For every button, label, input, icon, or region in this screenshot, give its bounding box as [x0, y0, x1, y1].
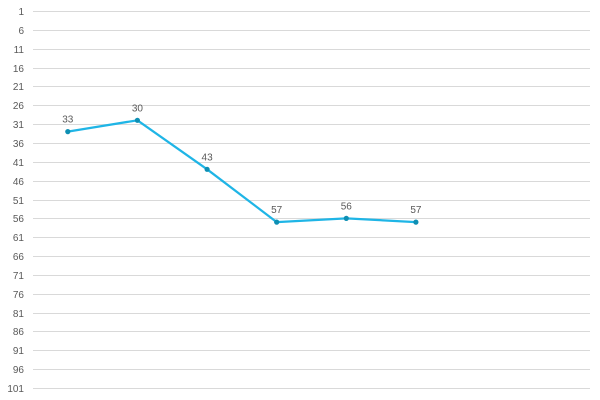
y-tick-label: 26 — [13, 101, 25, 112]
y-tick-label: 31 — [13, 120, 25, 131]
series-line — [66, 119, 418, 224]
y-tick-label: 46 — [13, 177, 25, 188]
data-point — [65, 129, 71, 135]
y-tick-label: 1 — [18, 7, 24, 18]
y-axis-tick-labels: 1611162126313641465156616671768186919610… — [7, 7, 24, 395]
y-tick-label: 96 — [13, 365, 25, 376]
series-group — [65, 117, 419, 225]
gridlines — [33, 11, 590, 389]
data-point — [413, 219, 419, 225]
y-tick-label: 36 — [13, 139, 25, 150]
y-tick-label: 51 — [13, 196, 25, 207]
data-label: 56 — [341, 201, 353, 212]
data-point — [204, 166, 210, 172]
y-tick-label: 6 — [18, 26, 24, 37]
data-label: 57 — [410, 205, 422, 216]
data-label: 57 — [271, 205, 283, 216]
y-tick-label: 11 — [14, 45, 25, 56]
data-labels: 33 30 43 57 56 57 — [62, 103, 422, 216]
data-label: 43 — [202, 152, 214, 163]
data-label: 33 — [62, 115, 74, 126]
y-tick-label: 76 — [13, 290, 25, 301]
y-tick-label: 71 — [13, 271, 25, 282]
data-point — [134, 117, 140, 123]
y-tick-label: 56 — [13, 214, 25, 225]
y-tick-label: 101 — [7, 384, 24, 395]
data-point — [343, 215, 349, 221]
y-tick-label: 16 — [13, 64, 25, 75]
y-tick-label: 21 — [13, 82, 25, 93]
y-tick-label: 86 — [13, 327, 25, 338]
y-tick-label: 41 — [13, 158, 25, 169]
y-tick-label: 81 — [13, 309, 25, 320]
data-point — [274, 219, 280, 225]
data-label: 30 — [132, 103, 144, 114]
y-tick-label: 91 — [13, 346, 25, 357]
y-tick-label: 61 — [13, 233, 25, 244]
y-tick-label: 66 — [13, 252, 25, 263]
